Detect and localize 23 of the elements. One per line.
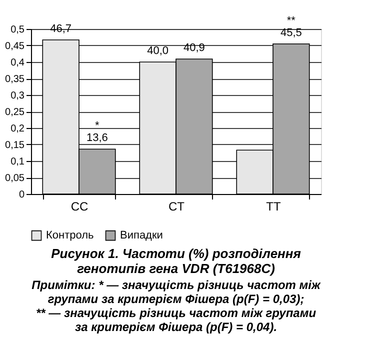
y-tick-label: 0,5 (10, 24, 25, 36)
annotation: 45,5 (280, 26, 302, 39)
y-tick-label: 0,35 (5, 74, 25, 85)
annotation: 40,0 (147, 45, 169, 57)
y-tick-label: 0,3 (10, 90, 25, 102)
y-tick-label: 0,45 (5, 41, 25, 52)
x-tick-label: CC (70, 200, 89, 214)
annotation: * (95, 120, 100, 132)
text: Примітки: * — значущість різниць частот між групами за критерієм Фішера (p(F) = 0,03); ** — значущість різниць частот між групами за критерієм Фішера (p(F) = 0,04). (32, 278, 322, 334)
y-tick-label: 0 (18, 190, 25, 200)
y-tick-label: 0,1 (10, 156, 25, 168)
text: Рисунок 1. Частоти (%) розподілення генотипів гена VDR (T61968C) (51, 246, 302, 276)
x-tick-label: CT (168, 200, 186, 214)
annotation: ** (286, 14, 296, 27)
y-tick-label: 0,25 (5, 107, 25, 118)
legend-label: Контроль (46, 230, 94, 242)
y-tick-label: 0,15 (5, 140, 25, 151)
annotation: 13,6 (86, 132, 108, 144)
y-tick-label: 0,4 (10, 58, 25, 68)
y-tick-label: 0,05 (5, 173, 25, 184)
x-tick-label: TT (266, 200, 282, 214)
y-tick-label: 0,2 (10, 124, 25, 134)
legend-label: Випадки (120, 230, 163, 242)
